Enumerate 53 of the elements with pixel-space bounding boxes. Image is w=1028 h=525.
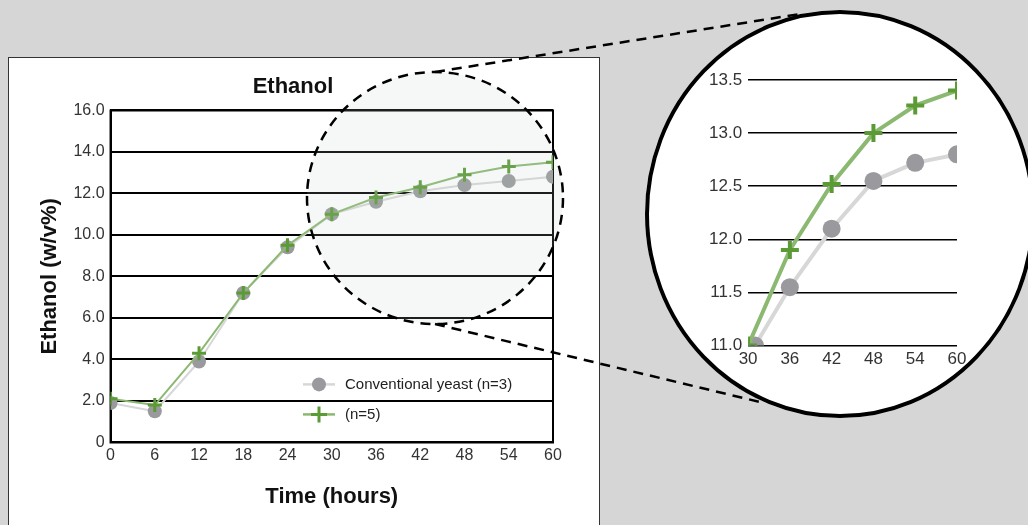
- y-tick-label: 12.0: [73, 183, 105, 201]
- x-axis-title: Time (hours): [265, 482, 399, 508]
- point: [411, 178, 429, 196]
- point: [500, 157, 518, 175]
- x-tick-label: 42: [411, 446, 430, 464]
- y-tick-label: 11.5: [710, 282, 743, 302]
- point: [501, 173, 516, 188]
- y-tick-label: 13.5: [708, 69, 743, 89]
- x-tick-label: 6: [150, 446, 160, 464]
- x-tick-label: 48: [455, 446, 474, 464]
- point: [820, 173, 843, 196]
- legend-label: (n=5): [345, 404, 381, 422]
- point: [279, 236, 297, 254]
- point: [456, 166, 474, 184]
- point: [146, 396, 164, 414]
- point: [864, 171, 883, 190]
- x-tick-label: 54: [905, 349, 925, 369]
- x-tick-label: 12: [190, 446, 209, 464]
- chart-title: Ethanol: [252, 73, 334, 99]
- point: [822, 219, 841, 238]
- x-tick-label: 60: [947, 349, 967, 369]
- point: [862, 122, 885, 145]
- point: [190, 344, 208, 362]
- point: [457, 178, 472, 193]
- y-tick-label: 12.0: [708, 229, 743, 249]
- legend-label: Conventional yeast (n=3): [345, 374, 513, 392]
- y-tick-label: 10.0: [73, 225, 105, 243]
- x-tick-label: 42: [822, 349, 842, 369]
- x-tick-label: 36: [367, 446, 386, 464]
- x-tick-label: 0: [106, 446, 116, 464]
- point: [906, 153, 925, 172]
- y-tick-label: 14.0: [73, 142, 105, 160]
- y-tick-label: 16.0: [73, 100, 105, 118]
- y-tick-label: 13.0: [708, 122, 743, 142]
- x-tick-label: 18: [234, 446, 253, 464]
- x-tick-label: 48: [863, 349, 883, 369]
- point: [778, 238, 801, 261]
- y-tick-label: 12.5: [708, 175, 743, 195]
- y-tick-label: 4.0: [82, 349, 105, 367]
- y-tick-label: 6.0: [82, 308, 105, 326]
- point: [780, 278, 799, 297]
- y-tick-label: 0: [95, 432, 105, 450]
- x-tick-label: 24: [278, 446, 297, 464]
- y-tick-label: 8.0: [82, 266, 105, 284]
- point: [367, 189, 385, 207]
- x-tick-label: 30: [738, 349, 758, 369]
- y-axis-title: Ethanol (w/v%): [36, 198, 62, 355]
- point: [904, 94, 927, 117]
- y-tick-label: 2.0: [82, 391, 105, 409]
- x-tick-label: 54: [499, 446, 518, 464]
- x-tick-label: 60: [544, 446, 562, 464]
- x-tick-label: 30: [322, 446, 341, 464]
- x-tick-label: 36: [780, 349, 800, 369]
